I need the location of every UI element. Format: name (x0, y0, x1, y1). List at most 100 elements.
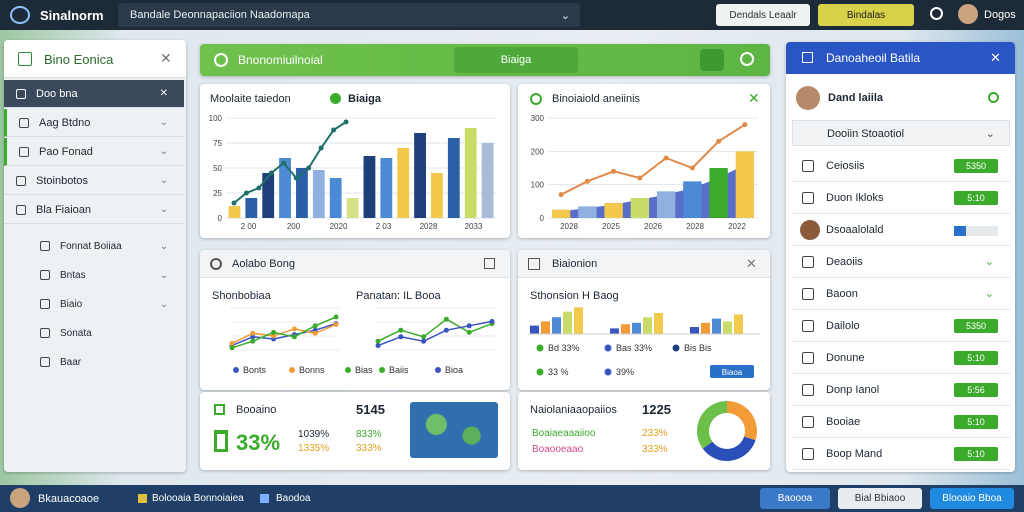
chart-card: Moolaite taiedon Biaiga 0 25 50 75 100 2 00 20… (200, 84, 510, 238)
button[interactable]: Blooaio Bboa (930, 488, 1014, 509)
series-line (377, 320, 493, 347)
button[interactable]: Dendals Leaalr (716, 4, 810, 26)
search-text: Bandale Deonnapaciion Naadomapa (130, 9, 310, 21)
nav-label: Aag Btdno (39, 116, 91, 129)
button[interactable]: Bial Bbiaoo (838, 488, 922, 509)
list-item[interactable]: Boop Mand 5:10 (792, 438, 1010, 470)
stat-label: Booaino (236, 404, 277, 416)
y-tick-label: 100 (209, 114, 223, 123)
chevron: ⌄ (984, 288, 994, 300)
legend-icon (330, 93, 341, 104)
close-icon[interactable]: ✕ (160, 50, 172, 66)
stat-row: Boaiaeaaaiioo (532, 428, 596, 439)
nav-item[interactable]: Stoinbotos ⌄ (4, 167, 184, 195)
y-tick-label: 25 (213, 189, 222, 198)
button-label: Biaoa (722, 368, 743, 377)
x-tick-label: 2025 (602, 222, 620, 231)
list-item[interactable]: Donune 5:10 (792, 342, 1010, 374)
search-icon[interactable] (930, 7, 943, 20)
banner-button[interactable]: Biaiga (454, 47, 578, 73)
point (306, 165, 312, 171)
item-label: Deaoiis (826, 255, 863, 268)
avatar[interactable] (958, 4, 978, 24)
icon (802, 256, 814, 268)
stat-row: 333% (356, 443, 382, 454)
bar (621, 324, 630, 334)
icon-button[interactable] (740, 52, 754, 66)
legend-label: 39% (616, 367, 634, 377)
bar (734, 314, 743, 334)
nav-item[interactable]: Aag Btdno ⌄ (4, 109, 184, 137)
button[interactable] (710, 365, 754, 378)
dropdown[interactable]: Dooiin Stoaotiol ⌄ (792, 120, 1010, 146)
bar (296, 168, 308, 218)
list-item[interactable]: Ceiosiis 5350 (792, 150, 1010, 182)
list-item[interactable]: Deaoiis ⌄ (792, 246, 1010, 278)
close-icon[interactable]: ✕ (748, 90, 760, 106)
item-label: Duon Ikloks (826, 191, 884, 204)
list-item[interactable]: Booiae 5:10 (792, 406, 1010, 438)
icon (802, 320, 814, 332)
point (243, 190, 249, 196)
point (443, 327, 449, 333)
icon-button[interactable] (700, 49, 724, 71)
list-item[interactable]: Dailolo 5350 (792, 310, 1010, 342)
legend-swatch (435, 367, 441, 373)
nav-label: Bntas (60, 269, 86, 281)
bar (380, 158, 393, 218)
nav-subitem[interactable]: Sonata (4, 319, 184, 347)
list-item[interactable]: Baoon ⌄ (792, 278, 1010, 310)
bar (312, 170, 325, 218)
bar (574, 307, 583, 334)
nav-item[interactable]: Doo bna ✕ (4, 80, 184, 108)
point (291, 334, 297, 340)
nav-label: Stoinbotos (36, 174, 88, 187)
map-thumbnail[interactable] (410, 402, 498, 458)
bar (632, 322, 641, 334)
search-box[interactable]: Bandale Deonnapaciion Naadomapa ⌄ (118, 3, 580, 27)
button[interactable]: Baoooa (760, 488, 830, 509)
point (343, 119, 349, 125)
legend-label: Bonns (299, 365, 325, 375)
icon (138, 494, 147, 503)
bar (643, 317, 652, 334)
point (689, 165, 695, 171)
icon (214, 404, 225, 415)
bar (701, 322, 710, 334)
stat-row: 833% (356, 429, 382, 440)
nav-subitem[interactable]: Baar (4, 348, 184, 376)
point (398, 334, 404, 340)
bar (735, 151, 755, 218)
point (256, 185, 262, 191)
card-title: Biaionion (552, 258, 598, 270)
chart: Bonts Bonns Bias Baiis Bioa (229, 307, 496, 375)
point (663, 155, 669, 161)
chevron: ⌄ (159, 240, 168, 252)
nav-subitem[interactable]: Fonnat Boiiaa ⌄ (4, 232, 184, 260)
bar (464, 128, 477, 218)
item-value: 5350 (954, 159, 998, 173)
item-label: Donp Ianol (826, 383, 880, 396)
list-item[interactable]: Duon Ikloks 5:10 (792, 182, 1010, 214)
bar (414, 133, 426, 218)
card-header (518, 250, 770, 278)
search-icon[interactable] (988, 92, 999, 103)
chart-title: Panatan: IL Booa (356, 290, 441, 302)
nav-item[interactable]: Bla Fiaioan ⌄ (4, 196, 184, 224)
button[interactable]: Bindalas (818, 4, 914, 26)
list-item[interactable]: Donp Ianol 5:56 (792, 374, 1010, 406)
stat-row: Boaooeaao (532, 444, 584, 455)
legend-label: Bd 33% (548, 343, 580, 353)
x-tick-label: 2022 (728, 222, 746, 231)
series-line (377, 318, 493, 342)
expand-icon[interactable] (484, 258, 495, 269)
banner-title: Bnonomiuilnoial (238, 53, 323, 67)
user-name: Bkauacoaoe (38, 493, 100, 505)
nav-subitem[interactable]: Biaio ⌄ (4, 290, 184, 318)
close-icon[interactable]: ✕ (990, 50, 1001, 65)
x-tick-label: 2028 (686, 222, 704, 231)
nav-item[interactable]: Pao Fonad ⌄ (4, 138, 184, 166)
close-icon[interactable]: ✕ (746, 256, 757, 271)
nav-subitem[interactable]: Bntas ⌄ (4, 261, 184, 289)
list-item[interactable]: Dsoaalolald (792, 214, 1010, 246)
